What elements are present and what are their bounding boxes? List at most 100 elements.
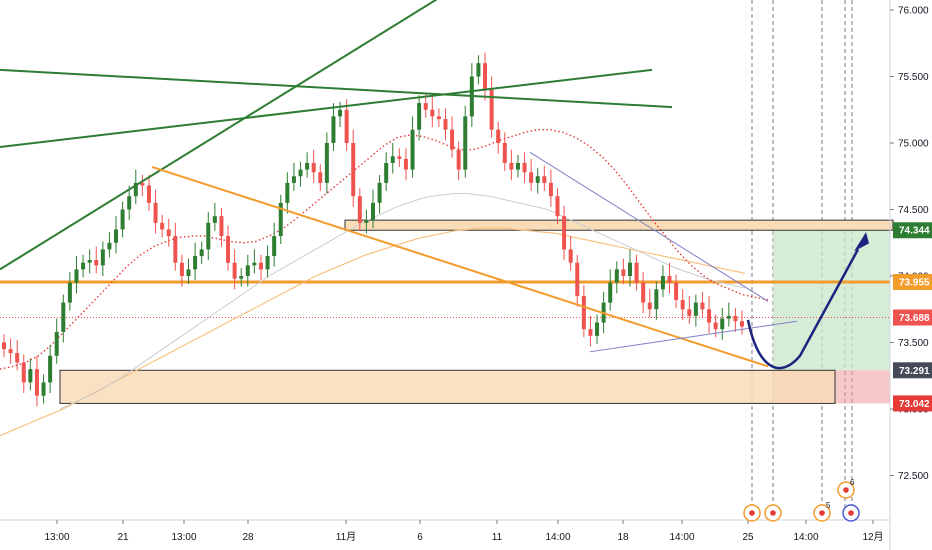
candle-body (502, 143, 507, 163)
candle-body (740, 321, 744, 327)
candle-body (575, 262, 580, 296)
candle-body (529, 172, 534, 183)
y-tick-label: 73.500 (898, 338, 929, 349)
candle-body (265, 256, 270, 270)
wedge-lower-line (589, 320, 798, 353)
candle-body (634, 262, 639, 283)
candle-body (463, 116, 468, 170)
candle-body (173, 236, 178, 263)
price-badge-label: 74.344 (899, 226, 930, 237)
candle-body (384, 162, 389, 183)
candle-body (232, 262, 237, 279)
price-badge-label: 73.291 (899, 366, 930, 377)
candle-body (166, 229, 171, 237)
price-badges: 74.344 73.955 73.688 73.291 73.042 (893, 222, 932, 412)
candle-body (272, 236, 277, 257)
candle-body (476, 63, 481, 77)
candle-body (667, 276, 672, 283)
candle-body (2, 342, 6, 350)
candle-body (693, 302, 698, 316)
candle-body (436, 116, 441, 120)
x-tick-label: 25 (742, 532, 754, 543)
candle-body (509, 162, 514, 170)
candle-body (318, 172, 323, 183)
price-badge (893, 395, 932, 412)
candle-body (107, 242, 112, 250)
orange-falling-trendline (151, 165, 769, 368)
y-tick-label: 75.000 (898, 139, 929, 150)
candle-body (54, 331, 59, 356)
candle-body (74, 269, 79, 283)
candle-body (621, 269, 626, 276)
green-trendline-upper (0, 68, 673, 109)
candle-body (351, 143, 356, 197)
y-tick-label: 72.500 (898, 471, 929, 482)
candle-body (298, 169, 303, 177)
candles-layer (2, 52, 744, 407)
candle-body (660, 276, 665, 290)
moving-averages (0, 129, 769, 437)
candle-body (252, 262, 257, 266)
candle-body (114, 229, 119, 243)
candle-body (364, 220, 369, 223)
candle-body (21, 362, 26, 383)
ma-fast-line (0, 129, 769, 370)
candle-body (160, 222, 165, 230)
candle-body (258, 262, 263, 270)
candle-body (489, 89, 494, 130)
event-marker-dot (749, 510, 755, 516)
resistance-box (344, 219, 894, 231)
event-marker-count: 5 (826, 501, 831, 510)
price-badge (893, 309, 932, 326)
event-marker-dot (819, 510, 825, 516)
candle-body (153, 202, 158, 223)
candle-body (562, 216, 567, 250)
candle-body (522, 162, 527, 173)
candle-body (199, 249, 204, 257)
candle-body (61, 302, 66, 332)
candle-body (239, 276, 244, 279)
candle-body (568, 249, 573, 263)
candle-body (186, 269, 191, 276)
candle-body (614, 269, 619, 283)
candle-body (608, 282, 613, 303)
price-badge-label: 73.955 (899, 277, 930, 288)
candle-body (219, 216, 224, 237)
candle-body (140, 182, 145, 186)
candle-body (390, 156, 395, 163)
candle-body (397, 156, 402, 159)
projection-arrowhead (854, 232, 869, 252)
candle-body (515, 162, 520, 170)
x-tick-label: 18 (617, 532, 629, 543)
y-tick-label: 74.500 (898, 205, 929, 216)
candle-body (548, 182, 553, 197)
candle-body (680, 299, 685, 310)
candle-body (245, 265, 250, 276)
x-tick-label: 11月 (336, 531, 356, 543)
candle-body (338, 109, 343, 117)
candle-body (127, 196, 132, 210)
y-tick-label: 76.000 (898, 6, 929, 17)
x-tick-label: 13:00 (171, 532, 196, 543)
candle-body (733, 315, 738, 322)
price-badge-label: 73.688 (899, 313, 930, 324)
candle-body (67, 282, 72, 303)
candle-body (41, 382, 46, 396)
candle-body (324, 143, 329, 183)
event-marker-count: 6 (850, 478, 855, 487)
x-tick-label: 11 (492, 532, 503, 543)
candle-body (627, 262, 632, 276)
candle-body (285, 182, 290, 203)
candle-body (179, 262, 184, 276)
event-marker-dot (770, 510, 776, 516)
price-badge (893, 362, 932, 379)
price-badge-label: 73.042 (899, 399, 930, 410)
zones-layer (0, 219, 894, 404)
x-axis: 13:00 21 13:00 28 11月 6 11 14:00 18 14:00 25 14:00 1… (44, 520, 884, 543)
candle-body (542, 176, 547, 183)
event-marker-dot (848, 510, 854, 516)
candle-body (713, 322, 718, 330)
candle-body (410, 129, 415, 170)
x-tick-label: 21 (117, 532, 129, 543)
